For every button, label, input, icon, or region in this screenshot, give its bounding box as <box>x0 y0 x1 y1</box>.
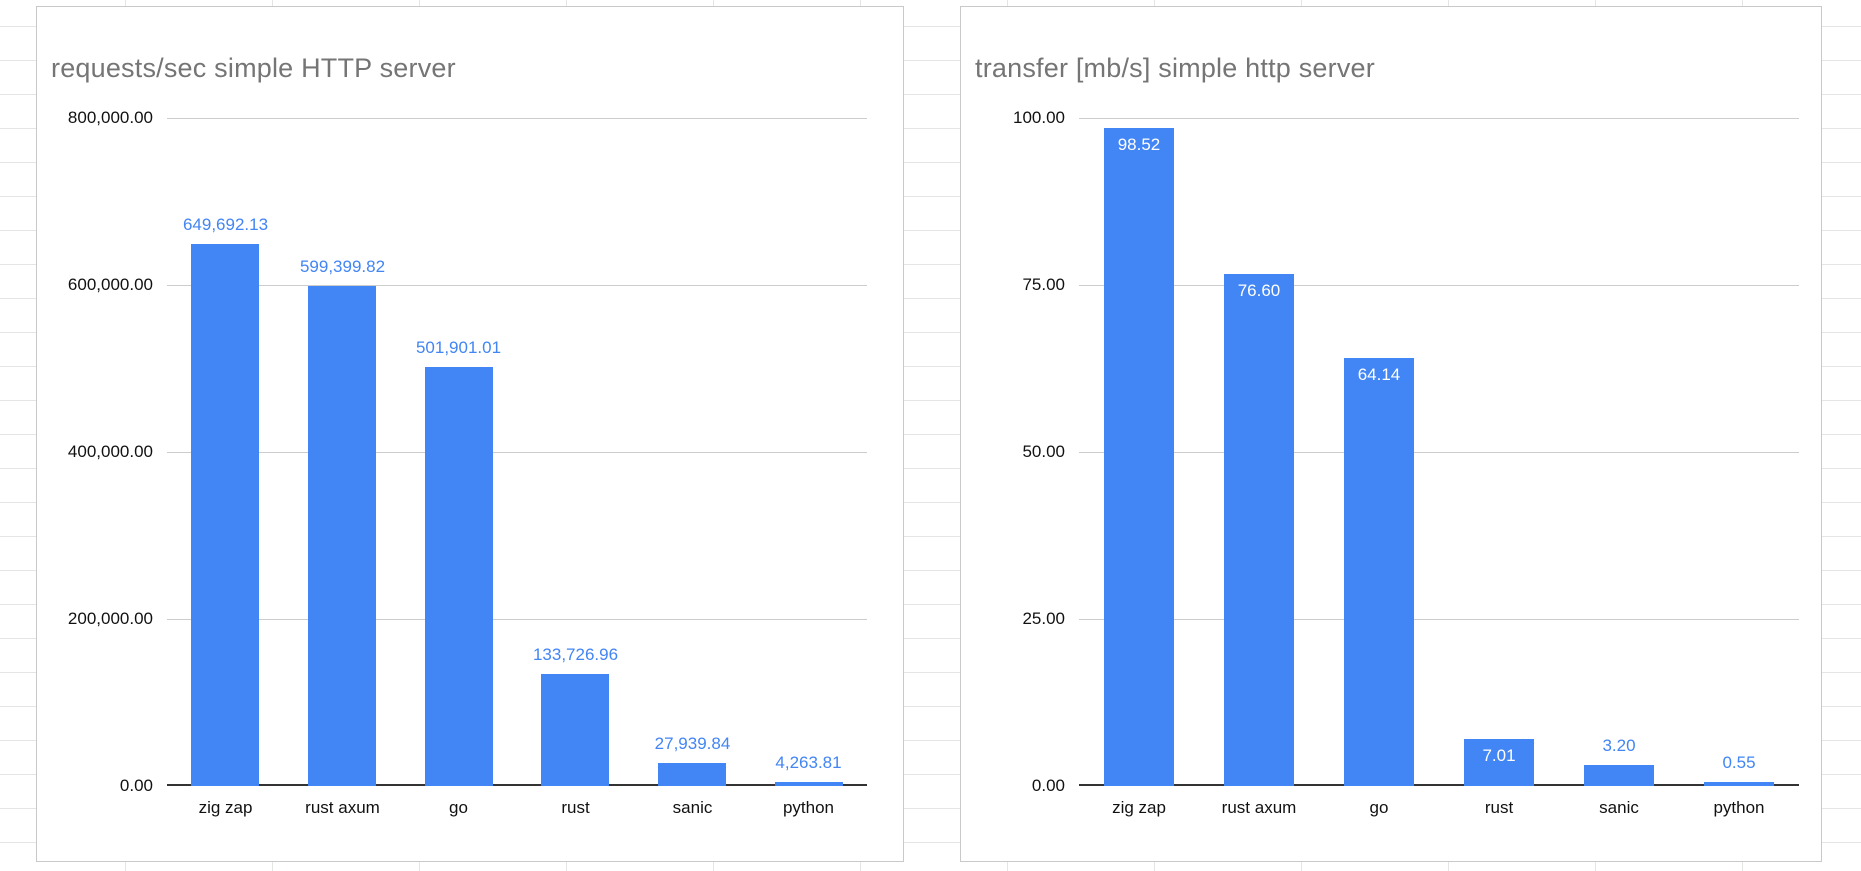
plot-area: 0.00 25.00 50.00 75.00 100.00 zig zap 98.52 rus… <box>1013 108 1799 817</box>
value-label: 3.20 <box>1602 736 1636 755</box>
category-label: zig zap <box>1112 798 1166 817</box>
y-tick-label: 0.00 <box>1031 776 1065 795</box>
category-label: go <box>1369 798 1389 817</box>
chart-title: transfer [mb/s] simple http server <box>975 53 1375 83</box>
y-tick-label: 400,000.00 <box>67 442 153 461</box>
bar[interactable] <box>1464 739 1534 786</box>
bar[interactable] <box>1104 128 1174 786</box>
x-axis-line <box>1079 784 1799 786</box>
category-label: sanic <box>1599 798 1639 817</box>
chart-panel-transfer-mbs[interactable]: transfer [mb/s] simple http server 0.00 2… <box>960 6 1822 862</box>
category-label: python <box>782 798 835 817</box>
y-gridline <box>1079 285 1799 286</box>
y-tick-label: 600,000.00 <box>67 275 153 294</box>
value-label: 599,399.82 <box>299 257 386 276</box>
bar[interactable] <box>191 244 259 786</box>
bar[interactable] <box>775 782 843 786</box>
bar[interactable] <box>658 763 726 786</box>
category-label: rust axum <box>305 798 380 817</box>
y-gridline <box>1079 452 1799 453</box>
chart-title: requests/sec simple HTTP server <box>51 53 456 83</box>
y-tick-label: 25.00 <box>1022 609 1065 628</box>
plot-area: 0.00 200,000.00 400,000.00 600,000.00 800,00… <box>68 108 867 817</box>
y-tick-label: 100.00 <box>1013 108 1065 127</box>
bar[interactable] <box>1584 765 1654 786</box>
category-label: rust axum <box>1221 798 1297 817</box>
category-label: zig zap <box>198 798 253 817</box>
y-tick-label: 200,000.00 <box>67 609 153 628</box>
y-gridline <box>167 619 867 620</box>
y-tick-label: 0.00 <box>119 776 153 795</box>
value-label: 501,901.01 <box>415 338 502 357</box>
x-axis-line <box>167 784 867 786</box>
value-label: 4,263.81 <box>775 753 842 772</box>
value-label: 64.14 <box>1357 365 1401 384</box>
bar[interactable] <box>1344 358 1414 786</box>
chart-panel-requests-per-sec[interactable]: requests/sec simple HTTP server 0.00 200,… <box>36 6 904 862</box>
y-tick-label: 800,000.00 <box>67 108 153 127</box>
bar[interactable] <box>425 367 493 786</box>
bar[interactable] <box>1704 782 1774 786</box>
bar[interactable] <box>541 674 609 786</box>
y-tick-label: 75.00 <box>1022 275 1065 294</box>
bar[interactable] <box>308 286 376 786</box>
y-gridline <box>167 285 867 286</box>
y-tick-label: 50.00 <box>1022 442 1065 461</box>
category-label: go <box>449 798 468 817</box>
value-label: 27,939.84 <box>654 734 731 753</box>
value-label: 98.52 <box>1117 135 1161 154</box>
category-label: rust <box>561 798 590 817</box>
y-gridline <box>167 452 867 453</box>
y-gridline <box>167 118 867 119</box>
value-label: 0.55 <box>1722 753 1756 772</box>
bar[interactable] <box>1224 274 1294 786</box>
y-gridline <box>1079 118 1799 119</box>
value-label: 7.01 <box>1482 746 1516 765</box>
value-label: 133,726.96 <box>532 645 619 664</box>
y-gridline <box>1079 619 1799 620</box>
category-label: rust <box>1484 798 1514 817</box>
category-label: python <box>1713 798 1765 817</box>
value-label: 649,692.13 <box>182 215 269 234</box>
category-label: sanic <box>672 798 713 817</box>
value-label: 76.60 <box>1237 281 1281 300</box>
